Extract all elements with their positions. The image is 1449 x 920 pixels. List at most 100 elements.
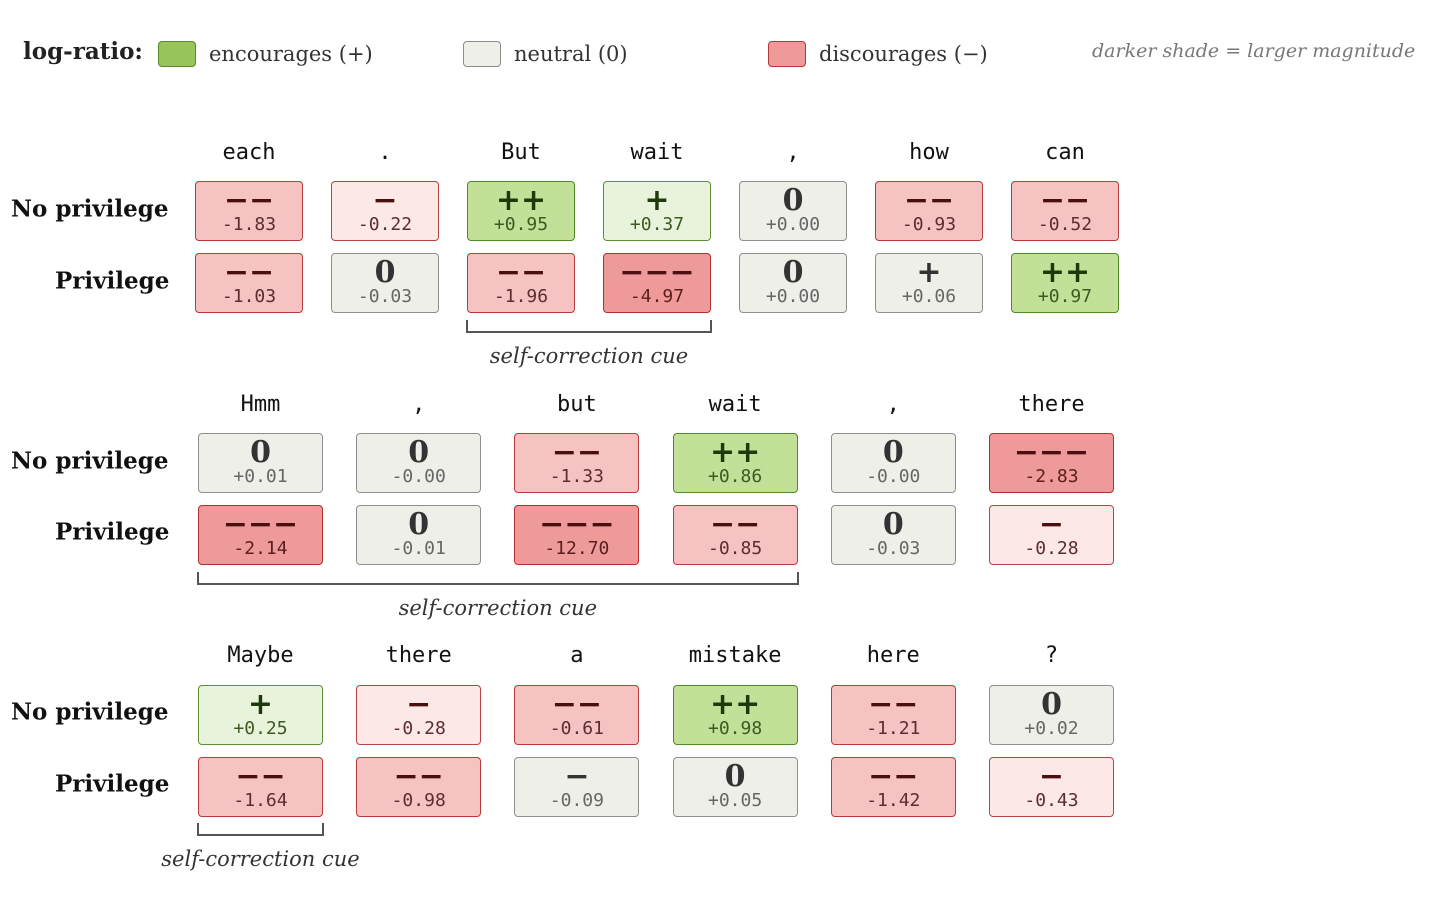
cell-symbol: 0: [408, 507, 430, 542]
token-label: each: [222, 140, 276, 165]
token-label: mistake: [688, 643, 782, 668]
legend-label-discourages: discourages (−): [819, 42, 988, 66]
cell-symbol: ++: [709, 687, 761, 722]
log-ratio-cell: 0 -0.00: [356, 433, 482, 493]
cell-symbol: ++: [495, 183, 547, 218]
cell-value: -1.64: [233, 790, 288, 811]
encourages-swatch: [158, 41, 196, 67]
log-ratio-cell: 0 +0.02: [989, 685, 1114, 745]
cell-symbol: −: [406, 687, 432, 722]
cell-symbol: −−: [551, 435, 603, 470]
cell-symbol: −: [564, 759, 590, 794]
log-ratio-cell: − -0.43: [989, 757, 1114, 817]
log-ratio-cell: 0 -0.01: [356, 505, 482, 565]
token-label: there: [1018, 392, 1085, 417]
log-ratio-cell: − -0.28: [356, 685, 482, 745]
row-label-privilege: Privilege: [55, 518, 170, 546]
token-label: ,: [786, 140, 800, 165]
cell-value: -0.43: [1024, 790, 1079, 811]
cell-symbol: −−: [551, 687, 603, 722]
log-ratio-cell: + +0.25: [198, 685, 323, 745]
log-ratio-cell: −−− -4.97: [603, 253, 711, 313]
log-ratio-cell: ++ +0.95: [467, 181, 575, 241]
log-ratio-cell: 0 -0.00: [830, 433, 956, 493]
row-label-no-privilege: No privilege: [11, 698, 169, 726]
log-ratio-cell: 0 +0.05: [672, 757, 798, 817]
cell-value: +0.37: [629, 214, 685, 235]
cell-value: +0.06: [901, 286, 957, 307]
cell-symbol: −−−: [539, 507, 615, 542]
cell-value: -0.98: [391, 790, 446, 811]
token-label: ,: [886, 392, 900, 417]
cell-symbol: −−: [235, 759, 286, 794]
cell-value: -0.28: [1024, 538, 1079, 559]
cell-value: -0.03: [357, 286, 413, 307]
log-ratio-cell: 0 +0.01: [198, 433, 323, 493]
cell-symbol: 0: [782, 183, 804, 218]
cell-value: +0.02: [1024, 718, 1079, 739]
row-label-privilege: Privilege: [55, 267, 170, 295]
cell-symbol: −−: [868, 687, 919, 722]
cell-symbol: 0: [782, 255, 804, 290]
cell-symbol: −−: [495, 255, 547, 290]
row-label-no-privilege: No privilege: [11, 447, 169, 475]
cell-value: -0.00: [391, 466, 446, 487]
log-ratio-cell: 0 +0.00: [739, 181, 847, 241]
log-ratio-cell: −− -1.64: [198, 757, 323, 817]
cell-value: +0.05: [708, 790, 763, 811]
cell-value: -0.28: [391, 718, 446, 739]
cell-symbol: 0: [882, 435, 904, 470]
legend: log-ratio: encourages (+) neutral (0) di…: [0, 38, 1449, 74]
cell-value: -1.42: [866, 790, 921, 811]
row-label-no-privilege: No privilege: [11, 195, 169, 223]
cell-symbol: ++: [1039, 255, 1091, 290]
cell-value: -0.22: [357, 214, 413, 235]
token-label: wait: [708, 392, 762, 417]
cell-symbol: −: [1038, 507, 1065, 542]
log-ratio-cell: − -0.09: [514, 757, 640, 817]
cell-symbol: 0: [374, 255, 396, 290]
cell-symbol: −−: [393, 759, 444, 794]
cell-symbol: −−: [903, 183, 955, 218]
log-ratio-cell: −− -1.33: [514, 433, 640, 493]
token-label: but: [557, 392, 597, 417]
token-label: Hmm: [240, 392, 281, 417]
cell-value: -0.52: [1037, 214, 1093, 235]
cell-value: +0.01: [233, 466, 288, 487]
log-ratio-cell: −−− -2.83: [989, 433, 1114, 493]
cell-value: +0.00: [765, 214, 821, 235]
cell-value: -4.97: [629, 286, 685, 307]
discourages-swatch: [768, 41, 806, 67]
self-correction-label: self-correction cue: [489, 344, 689, 368]
log-ratio-cell: −−− -2.14: [198, 505, 323, 565]
cell-value: -0.03: [866, 538, 921, 559]
log-ratio-cell: 0 -0.03: [331, 253, 439, 313]
token-label: ,: [412, 392, 426, 417]
log-ratio-cell: −− -1.83: [195, 181, 303, 241]
log-ratio-cell: ++ +0.86: [672, 433, 798, 493]
log-ratio-cell: 0 -0.03: [830, 505, 956, 565]
cell-value: -0.61: [549, 718, 604, 739]
token-label: here: [866, 643, 920, 668]
token-label: But: [501, 140, 541, 165]
legend-item-encourages: encourages (+): [158, 38, 373, 70]
cell-value: -1.21: [866, 718, 921, 739]
log-ratio-cell: −− -0.61: [514, 685, 640, 745]
self-correction-bracket: [197, 823, 324, 836]
cell-value: -1.03: [221, 286, 277, 307]
log-ratio-cell: −− -1.21: [830, 685, 956, 745]
cell-symbol: −−: [223, 255, 275, 290]
log-ratio-cell: + +0.37: [603, 181, 711, 241]
cell-symbol: +: [644, 183, 670, 218]
cell-value: +0.00: [765, 286, 821, 307]
log-ratio-cell: −− -0.98: [356, 757, 482, 817]
log-ratio-cell: 0 +0.00: [739, 253, 847, 313]
cell-symbol: 0: [724, 759, 746, 794]
cell-value: -0.93: [901, 214, 957, 235]
legend-note: darker shade = larger magnitude: [1092, 40, 1416, 62]
token-label: there: [385, 643, 452, 668]
cell-symbol: −−−: [222, 507, 299, 542]
cell-symbol: −: [372, 183, 398, 218]
cell-value: +0.95: [493, 214, 549, 235]
cell-symbol: 0: [882, 507, 904, 542]
